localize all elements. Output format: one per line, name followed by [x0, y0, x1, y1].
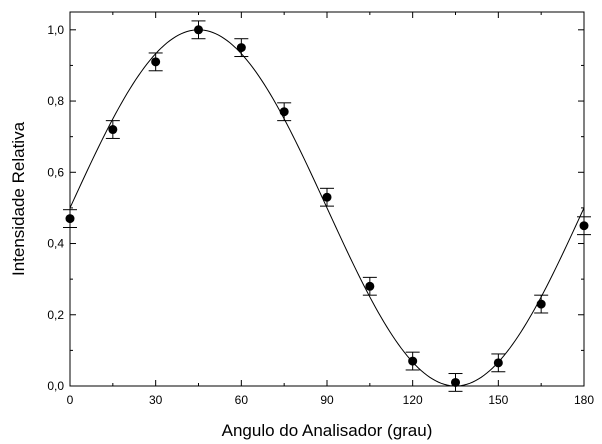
data-point — [279, 107, 289, 117]
data-points — [63, 20, 591, 392]
data-point — [365, 281, 375, 291]
x-tick-label: 180 — [574, 393, 594, 407]
x-tick-label: 30 — [149, 393, 163, 407]
y-tick-label: 0,2 — [47, 308, 64, 322]
x-tick-label: 120 — [403, 393, 423, 407]
data-point — [322, 192, 332, 202]
y-axis-title: Intensidade Relativa — [9, 121, 28, 276]
data-point — [108, 125, 118, 135]
data-point — [408, 356, 418, 366]
fit-curve — [69, 29, 585, 387]
data-point — [579, 221, 589, 231]
data-point — [151, 57, 161, 67]
x-tick-label: 0 — [67, 393, 74, 407]
data-point — [536, 299, 546, 309]
data-point — [451, 377, 460, 387]
x-tick-label: 60 — [235, 393, 249, 407]
y-tick-label: 0,0 — [47, 379, 64, 393]
x-tick-label: 90 — [320, 393, 334, 407]
data-point — [194, 25, 203, 35]
y-axis-ticks: 0,0 0,2 0,4 0,6 0,8 1,0 — [47, 23, 584, 393]
x-tick-label: 150 — [488, 393, 508, 407]
data-point — [236, 43, 246, 53]
y-tick-label: 0,4 — [47, 237, 64, 251]
y-tick-label: 1,0 — [47, 23, 64, 37]
x-axis-title: Angulo do Analisador (grau) — [222, 421, 433, 440]
y-tick-label: 0,8 — [47, 94, 64, 108]
data-point — [65, 214, 75, 224]
x-axis-ticks: 0 30 60 90 120 150 180 — [67, 12, 594, 407]
data-point — [493, 358, 503, 368]
y-tick-label: 0,6 — [47, 165, 64, 179]
